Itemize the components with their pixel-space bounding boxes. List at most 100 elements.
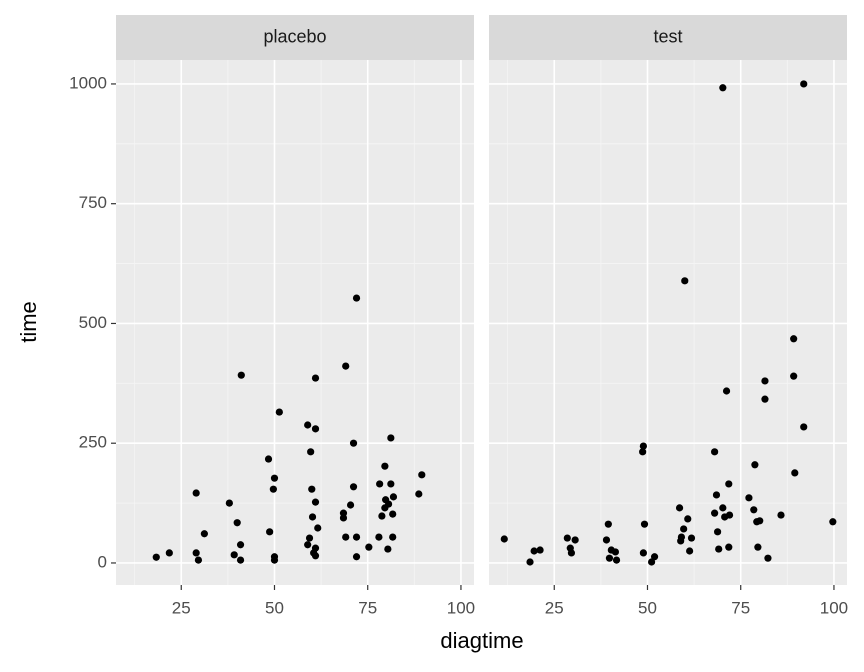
point <box>675 504 684 512</box>
point <box>725 511 734 519</box>
point <box>790 335 798 343</box>
point <box>751 461 759 469</box>
point <box>500 535 508 543</box>
y-tick-label: 1000 <box>69 73 107 92</box>
point <box>237 371 245 379</box>
point <box>236 541 245 549</box>
point <box>384 545 392 553</box>
x-tick-label: 25 <box>172 598 191 617</box>
point <box>571 536 579 544</box>
point <box>713 528 722 536</box>
point <box>639 448 647 456</box>
point <box>800 423 808 431</box>
x-tick-label: 25 <box>545 598 564 617</box>
point <box>640 520 649 528</box>
point <box>305 534 314 542</box>
point <box>715 545 723 553</box>
point <box>687 534 696 542</box>
point <box>566 544 574 552</box>
panel <box>116 60 474 585</box>
x-tick-label: 100 <box>447 598 475 617</box>
point <box>314 524 322 532</box>
point <box>712 491 721 499</box>
point <box>604 520 612 528</box>
point <box>761 377 769 385</box>
point <box>365 543 373 551</box>
point <box>725 480 733 488</box>
point <box>230 551 238 559</box>
point <box>602 536 611 544</box>
point <box>192 489 200 497</box>
point <box>764 554 772 562</box>
point <box>639 549 647 557</box>
point <box>526 558 534 566</box>
point <box>233 519 241 527</box>
point <box>382 496 390 504</box>
point <box>686 547 694 555</box>
strip <box>116 15 474 60</box>
point <box>536 546 544 554</box>
point <box>376 480 384 488</box>
point <box>387 434 395 442</box>
point <box>611 548 620 556</box>
point <box>650 553 659 561</box>
x-tick-label: 50 <box>265 598 284 617</box>
point <box>308 485 316 493</box>
point <box>346 501 355 509</box>
x-axis-title: diagtime <box>440 628 523 653</box>
point <box>192 549 200 557</box>
x-tick-label: 75 <box>358 598 377 617</box>
point <box>790 372 798 380</box>
point <box>750 506 758 514</box>
point <box>639 442 647 450</box>
point <box>418 471 426 479</box>
y-tick-label: 750 <box>79 193 107 212</box>
point <box>791 469 799 477</box>
strip-label: placebo <box>263 26 326 46</box>
point <box>722 387 731 395</box>
x-tick-label: 75 <box>731 598 750 617</box>
point <box>381 462 389 470</box>
point <box>311 498 320 506</box>
point <box>304 541 312 549</box>
y-tick-label: 500 <box>79 313 107 332</box>
point <box>745 494 753 502</box>
x-tick-label: 50 <box>638 598 657 617</box>
x-tick-label: 100 <box>820 598 848 617</box>
point <box>270 556 279 564</box>
point <box>352 553 361 561</box>
panel <box>489 60 847 585</box>
point <box>754 543 762 551</box>
point <box>415 490 423 498</box>
point <box>711 509 719 517</box>
point <box>311 374 320 382</box>
point <box>311 552 320 560</box>
point <box>719 84 727 92</box>
point <box>725 543 733 551</box>
point <box>225 499 233 507</box>
point <box>389 493 398 501</box>
point <box>389 510 397 518</box>
strip <box>489 15 847 60</box>
point <box>680 525 688 533</box>
point <box>311 425 320 433</box>
point <box>152 553 160 561</box>
point <box>684 515 692 523</box>
point <box>756 517 764 525</box>
point <box>349 439 358 447</box>
point <box>530 547 538 555</box>
point <box>165 549 173 557</box>
y-tick-label: 250 <box>79 433 107 452</box>
point <box>677 537 685 545</box>
point <box>647 558 656 566</box>
point <box>389 533 397 541</box>
point <box>307 448 315 456</box>
point <box>387 480 395 488</box>
point <box>681 277 689 285</box>
point <box>563 534 571 542</box>
point <box>378 512 386 520</box>
point <box>605 554 614 562</box>
point <box>719 504 727 512</box>
point <box>269 485 277 493</box>
point <box>308 513 317 521</box>
